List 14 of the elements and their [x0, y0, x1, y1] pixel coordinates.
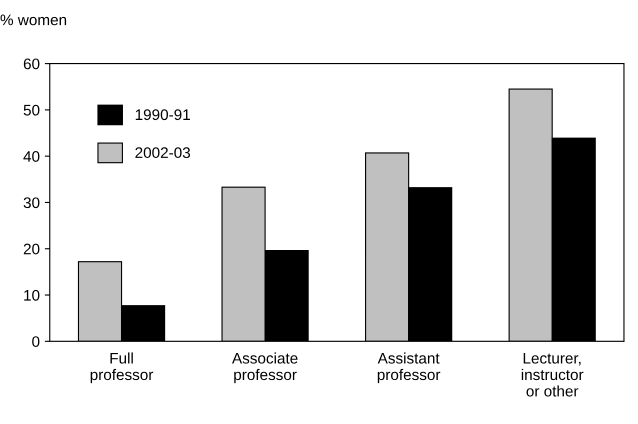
y-tick-label: 40	[23, 151, 40, 162]
x-tick-label: Assistant professor	[378, 352, 440, 384]
x-tick-label: Full professor	[90, 352, 154, 384]
x-tick-label: Lecturer, instructor or other	[522, 352, 584, 397]
y-tick-label: 30	[24, 197, 40, 208]
legend-label: 1990-91	[136, 109, 190, 120]
y-axis-title: % women	[0, 14, 66, 26]
y-tick-label: 10	[24, 290, 40, 301]
y-tick-label: 20	[24, 244, 40, 254]
y-tick-label: 0	[32, 336, 40, 348]
y-tick-label: 60	[24, 58, 40, 70]
legend-label: 2002-03	[135, 147, 190, 158]
y-tick-label: 50	[24, 104, 40, 116]
x-tick-label: Associate professor	[232, 352, 298, 384]
